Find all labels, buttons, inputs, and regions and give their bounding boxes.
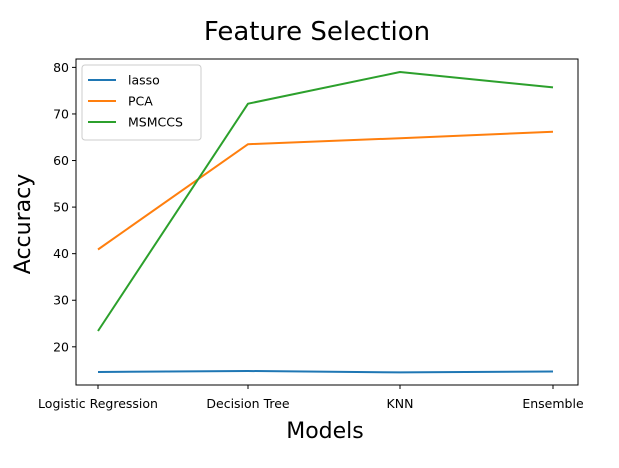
y-tick-label: 70 xyxy=(53,106,69,121)
x-tick-label: KNN xyxy=(387,396,414,411)
x-axis: Logistic Regression Decision Tree KNN Ensem… xyxy=(38,385,584,411)
y-tick-label: 30 xyxy=(53,293,69,308)
legend-entry-msmccs: MSMCCS xyxy=(128,115,183,130)
x-tick-label: Ensemble xyxy=(522,396,584,411)
legend-entry-pca: PCA xyxy=(128,94,153,109)
x-axis-label: Models xyxy=(286,419,364,444)
y-axis-label: Accuracy xyxy=(11,174,36,274)
series-line-lasso xyxy=(97,370,554,374)
y-tick-label: 40 xyxy=(53,246,69,261)
y-tick-label: 60 xyxy=(53,153,69,168)
y-tick-label: 20 xyxy=(53,339,69,354)
series-line-pca xyxy=(97,130,554,251)
legend: lasso PCA MSMCCS xyxy=(81,64,202,141)
y-axis: 20 30 40 50 60 70 80 xyxy=(53,60,76,354)
y-tick-label: 80 xyxy=(53,60,69,75)
plot-area xyxy=(75,58,579,386)
x-tick-label: Decision Tree xyxy=(206,396,290,411)
x-tick-label: Logistic Regression xyxy=(38,396,158,411)
y-tick-label: 50 xyxy=(53,200,69,215)
legend-entry-lasso: lasso xyxy=(128,73,160,88)
series-lines xyxy=(97,71,554,374)
series-line-msmccs xyxy=(97,71,554,332)
chart-title: Feature Selection xyxy=(204,17,430,47)
